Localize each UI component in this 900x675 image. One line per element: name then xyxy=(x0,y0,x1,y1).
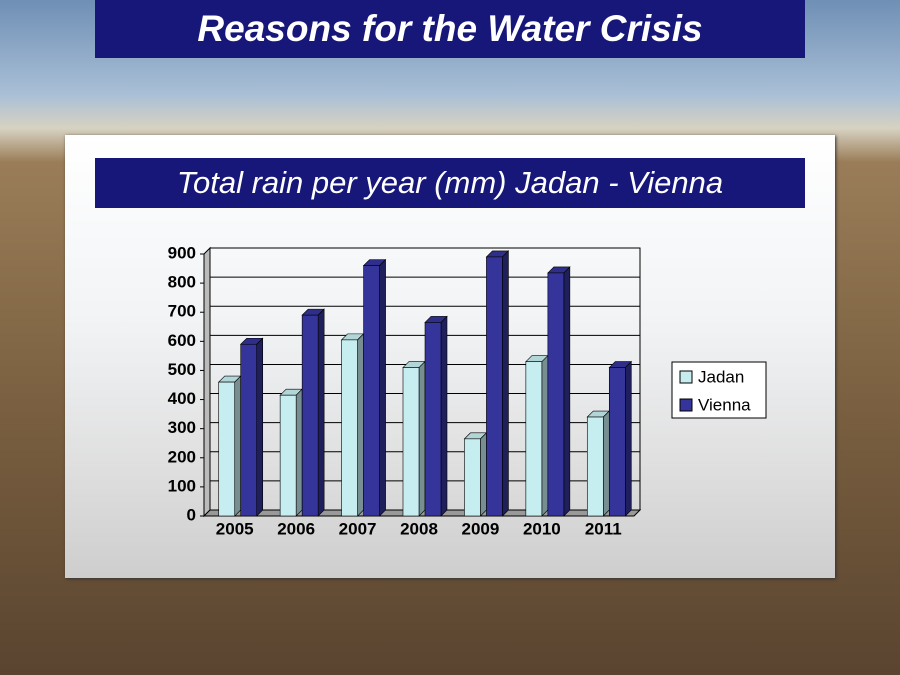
bar xyxy=(608,367,626,517)
x-tick-label: 2011 xyxy=(585,519,622,538)
bar xyxy=(464,438,481,517)
bar-side xyxy=(563,266,571,517)
x-tick-label: 2008 xyxy=(400,519,438,538)
bar-side xyxy=(541,354,549,517)
legend-label: Vienna xyxy=(698,395,751,414)
bar-side xyxy=(317,308,325,517)
bar xyxy=(341,339,358,517)
bar xyxy=(486,256,503,517)
bar-side xyxy=(418,360,426,517)
y-tick-label: 100 xyxy=(168,476,196,495)
legend-swatch xyxy=(679,398,693,412)
y-tick-label: 0 xyxy=(187,505,196,524)
legend-swatch xyxy=(679,370,693,384)
y-tick-label: 800 xyxy=(168,273,196,292)
y-tick-label: 500 xyxy=(168,360,196,379)
x-tick-label: 2006 xyxy=(277,519,315,538)
bar xyxy=(547,272,565,517)
bar xyxy=(586,416,604,517)
legend-label: Jadan xyxy=(698,367,744,386)
y-tick-label: 400 xyxy=(168,389,196,408)
bar xyxy=(424,322,442,517)
bar xyxy=(301,314,319,517)
bar xyxy=(240,343,258,517)
x-tick-label: 2005 xyxy=(216,519,254,538)
bar-side xyxy=(480,432,487,517)
bar-side xyxy=(602,410,610,517)
y-tick-label: 700 xyxy=(168,302,196,321)
x-tick-label: 2010 xyxy=(523,519,561,538)
x-tick-label: 2007 xyxy=(339,519,377,538)
bar xyxy=(402,367,420,517)
bar-side xyxy=(357,333,364,517)
y-tick-label: 600 xyxy=(168,331,196,350)
bar xyxy=(363,265,380,517)
bar xyxy=(218,381,236,517)
y-tick-label: 200 xyxy=(168,447,196,466)
slide-title: Reasons for the Water Crisis xyxy=(95,0,805,58)
bar-side xyxy=(295,388,303,517)
y-tick-label: 900 xyxy=(168,243,196,262)
plot-side xyxy=(203,246,211,518)
bar xyxy=(525,361,543,517)
chart-panel xyxy=(65,135,835,578)
bar-side xyxy=(502,250,509,517)
x-tick-label: 2009 xyxy=(462,519,500,538)
bar-side xyxy=(256,337,264,517)
bar-side xyxy=(624,360,632,517)
chart-title: Total rain per year (mm) Jadan - Vienna xyxy=(95,158,805,208)
bar-side xyxy=(440,315,448,517)
bar-side xyxy=(379,258,386,517)
bar xyxy=(279,394,297,517)
y-tick-label: 300 xyxy=(168,418,196,437)
bar-side xyxy=(234,375,242,517)
